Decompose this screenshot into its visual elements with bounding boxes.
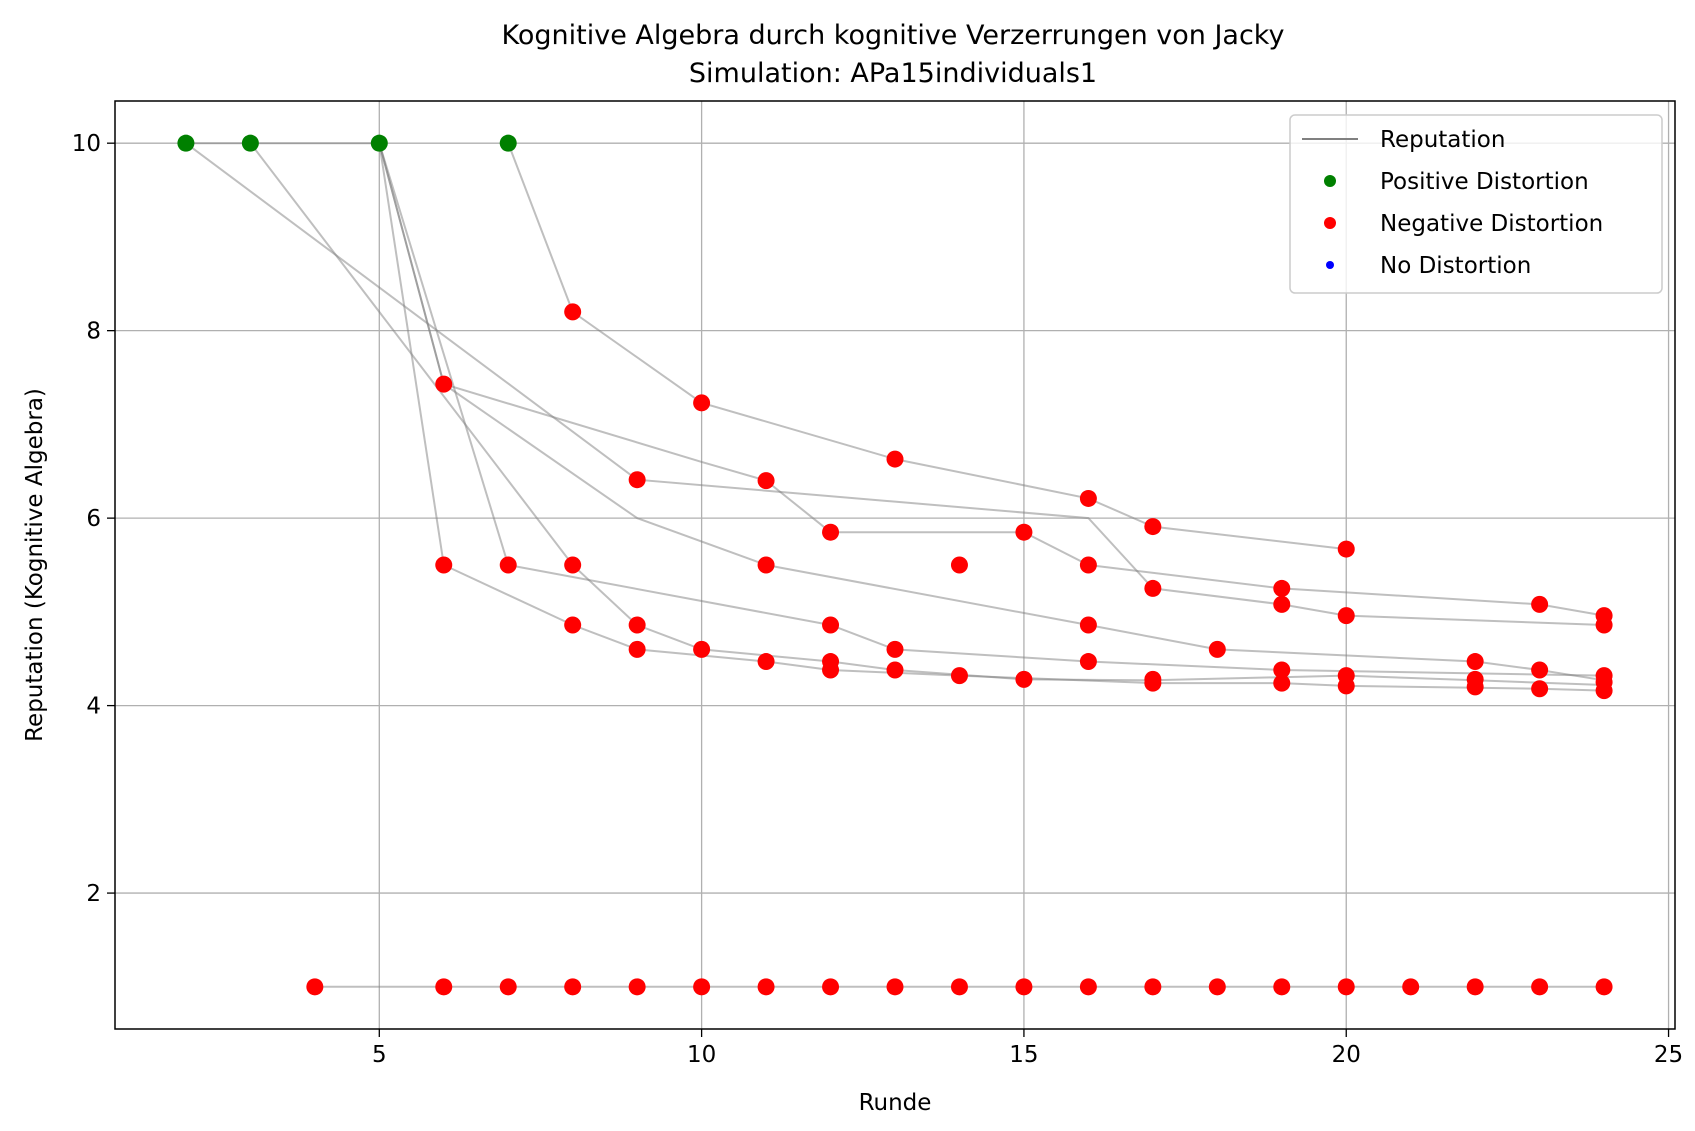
negative-distortion-point: [1079, 489, 1097, 507]
negative-distortion-point: [757, 978, 775, 996]
negative-distortion-point: [886, 450, 904, 468]
negative-distortion-point: [1595, 978, 1613, 996]
negative-distortion-point: [628, 978, 646, 996]
negative-distortion-point: [1595, 682, 1613, 700]
negative-distortion-point: [757, 472, 775, 490]
legend-marker-positive: [1324, 175, 1336, 187]
y-tick-label: 6: [86, 506, 101, 532]
negative-distortion-point: [1208, 978, 1226, 996]
negative-distortion-point: [564, 303, 582, 321]
negative-distortion-point: [306, 978, 324, 996]
legend: Reputation Positive Distortion Negative …: [1289, 114, 1663, 294]
negative-distortion-point: [1337, 978, 1355, 996]
negative-distortion-point: [1337, 540, 1355, 558]
negative-distortion-point: [822, 523, 840, 541]
y-tick-label: 4: [86, 694, 101, 720]
legend-label-negative: Negative Distortion: [1380, 211, 1603, 237]
negative-distortion-point: [1402, 978, 1420, 996]
negative-distortion-point: [757, 653, 775, 671]
negative-distortion-point: [435, 978, 453, 996]
negative-distortion-point: [1079, 556, 1097, 574]
negative-distortion-point: [1079, 978, 1097, 996]
negative-distortion-point: [822, 616, 840, 634]
negative-distortion-point: [822, 661, 840, 679]
negative-distortion-point: [886, 661, 904, 679]
y-tick-label: 10: [72, 131, 101, 157]
plot-frame: [114, 100, 1676, 1030]
negative-distortion-point: [693, 978, 711, 996]
negative-distortion-point: [1531, 978, 1549, 996]
negative-distortion-point: [1273, 661, 1291, 679]
data-points: [177, 134, 1613, 996]
negative-distortion-point: [1273, 978, 1291, 996]
positive-distortion-point: [241, 134, 259, 152]
y-tick-label: 2: [86, 881, 101, 907]
negative-distortion-point: [1466, 678, 1484, 696]
negative-distortion-point: [564, 978, 582, 996]
negative-distortion-point: [693, 640, 711, 658]
chart-subtitle: Simulation: APa15individuals1: [689, 58, 1097, 89]
x-tick-label: 25: [1654, 1042, 1683, 1068]
negative-distortion-point: [628, 616, 646, 634]
negative-distortion-point: [1079, 616, 1097, 634]
negative-distortion-point: [693, 394, 711, 412]
y-tick-label: 8: [86, 319, 101, 345]
negative-distortion-point: [1015, 670, 1033, 688]
negative-distortion-point: [950, 667, 968, 685]
negative-distortion-point: [628, 471, 646, 489]
negative-distortion-point: [822, 978, 840, 996]
legend-label-reputation: Reputation: [1380, 127, 1505, 153]
x-tick-label: 5: [372, 1042, 387, 1068]
negative-distortion-point: [435, 375, 453, 393]
negative-distortion-point: [499, 556, 517, 574]
legend-label-none: No Distortion: [1380, 253, 1531, 279]
y-axis-label: Reputation (Kognitive Algebra): [22, 388, 48, 742]
negative-distortion-point: [1144, 579, 1162, 597]
legend-label-positive: Positive Distortion: [1380, 169, 1589, 195]
negative-distortion-point: [1144, 518, 1162, 536]
negative-distortion-point: [435, 556, 453, 574]
legend-box: [1289, 114, 1663, 294]
negative-distortion-point: [1273, 579, 1291, 597]
negative-distortion-point: [1337, 607, 1355, 625]
legend-marker-negative: [1324, 217, 1336, 229]
negative-distortion-point: [1079, 653, 1097, 671]
chart-title: Kognitive Algebra durch kognitive Verzer…: [502, 20, 1285, 51]
negative-distortion-point: [564, 616, 582, 634]
negative-distortion-point: [1273, 595, 1291, 613]
negative-distortion-point: [1337, 677, 1355, 695]
negative-distortion-point: [1531, 595, 1549, 613]
negative-distortion-point: [1208, 640, 1226, 658]
negative-distortion-point: [1466, 653, 1484, 671]
negative-distortion-point: [950, 978, 968, 996]
negative-distortion-point: [1531, 661, 1549, 679]
positive-distortion-point: [499, 134, 517, 152]
negative-distortion-point: [564, 556, 582, 574]
y-axis-ticks: 2 4 6 8 10: [72, 131, 115, 907]
x-tick-label: 15: [1009, 1042, 1038, 1068]
negative-distortion-point: [1015, 978, 1033, 996]
negative-distortion-point: [950, 556, 968, 574]
x-tick-label: 10: [687, 1042, 716, 1068]
negative-distortion-point: [886, 640, 904, 658]
negative-distortion-point: [886, 978, 904, 996]
positive-distortion-point: [370, 134, 388, 152]
negative-distortion-point: [1531, 680, 1549, 698]
legend-marker-none: [1326, 261, 1334, 269]
x-axis-ticks: 5 10 15 20 25: [372, 1029, 1683, 1068]
negative-distortion-point: [1144, 978, 1162, 996]
negative-distortion-point: [757, 556, 775, 574]
positive-distortion-point: [177, 134, 195, 152]
negative-distortion-point: [1595, 616, 1613, 634]
negative-distortion-point: [628, 640, 646, 658]
negative-distortion-point: [1015, 523, 1033, 541]
x-tick-label: 20: [1332, 1042, 1361, 1068]
negative-distortion-point: [1273, 674, 1291, 692]
x-axis-label: Runde: [859, 1090, 932, 1116]
negative-distortion-point: [1144, 674, 1162, 692]
negative-distortion-point: [499, 978, 517, 996]
negative-distortion-point: [1466, 978, 1484, 996]
